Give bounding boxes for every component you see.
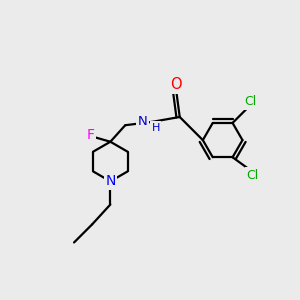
Text: H: H — [152, 123, 160, 133]
Text: O: O — [171, 77, 182, 92]
Text: F: F — [87, 128, 94, 142]
Text: N: N — [138, 116, 148, 128]
Text: Cl: Cl — [244, 95, 257, 108]
Text: N: N — [105, 174, 116, 188]
Text: Cl: Cl — [246, 169, 259, 182]
